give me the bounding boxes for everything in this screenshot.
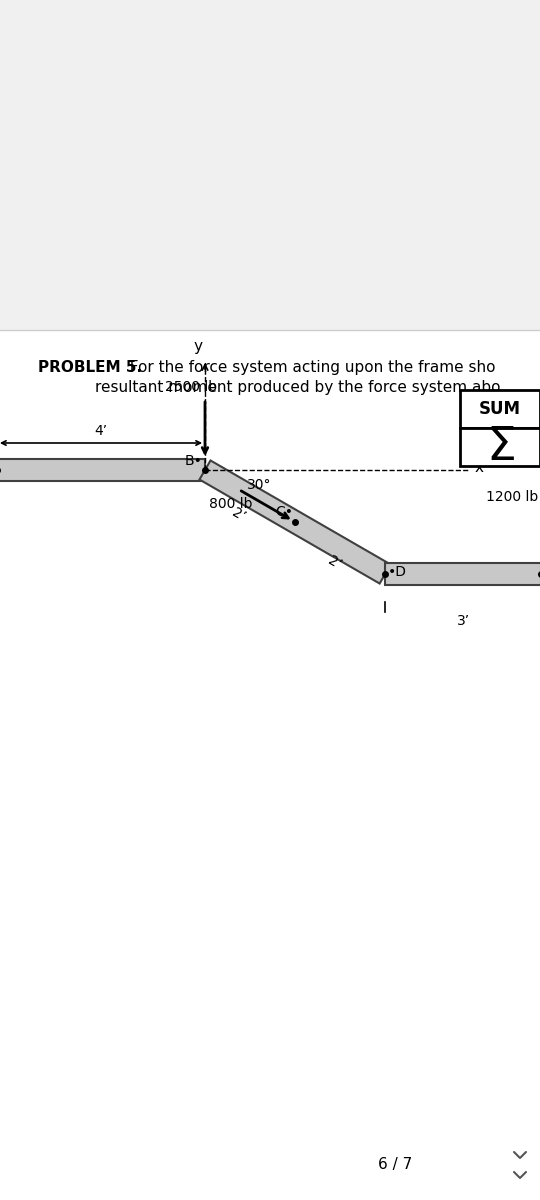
Text: x: x <box>475 461 484 475</box>
Bar <box>0 0 540 330</box>
Text: B•: B• <box>184 454 202 468</box>
Text: $\Sigma$: $\Sigma$ <box>485 425 515 469</box>
Polygon shape <box>385 563 540 584</box>
Text: resultant moment produced by the force system abo: resultant moment produced by the force s… <box>95 380 501 395</box>
Polygon shape <box>199 461 390 583</box>
Text: 800 lb: 800 lb <box>209 498 253 511</box>
Text: 3’: 3’ <box>457 614 470 628</box>
Text: 2’: 2’ <box>326 553 344 572</box>
Text: 2’: 2’ <box>230 505 248 524</box>
Text: C•: C• <box>275 505 293 518</box>
Polygon shape <box>0 458 205 481</box>
Text: 1200 lb: 1200 lb <box>486 490 538 504</box>
Text: •D: •D <box>388 565 407 578</box>
Text: 6 / 7: 6 / 7 <box>378 1158 412 1172</box>
Bar <box>460 428 540 466</box>
Text: SUM: SUM <box>479 400 521 418</box>
Text: For the force system acting upon the frame sho: For the force system acting upon the fra… <box>120 360 496 374</box>
Text: 2500 lb: 2500 lb <box>165 380 217 394</box>
Text: 30°: 30° <box>247 478 272 492</box>
Bar <box>0 330 540 1200</box>
Text: PROBLEM 5.: PROBLEM 5. <box>38 360 142 374</box>
Text: 4’: 4’ <box>94 424 107 438</box>
Bar <box>460 390 540 428</box>
Text: y: y <box>193 338 202 354</box>
